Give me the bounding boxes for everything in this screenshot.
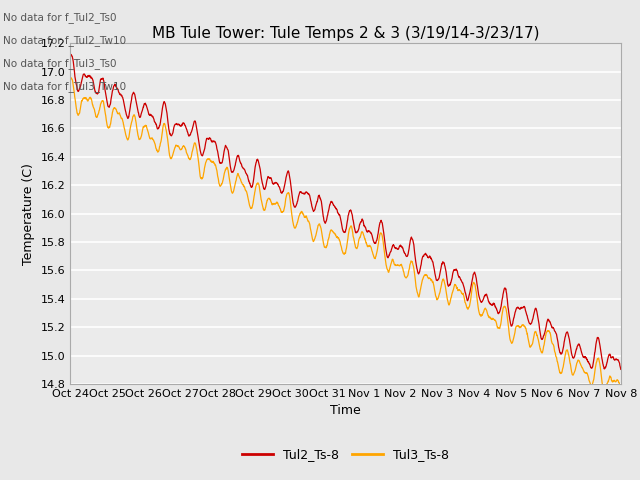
Y-axis label: Temperature (C): Temperature (C) xyxy=(22,163,35,264)
Text: No data for f_Tul3_Tw10: No data for f_Tul3_Tw10 xyxy=(3,81,126,92)
Text: No data for f_Tul2_Ts0: No data for f_Tul2_Ts0 xyxy=(3,12,116,23)
Text: No data for f_Tul2_Tw10: No data for f_Tul2_Tw10 xyxy=(3,35,126,46)
X-axis label: Time: Time xyxy=(330,405,361,418)
Text: No data for f_Tul3_Ts0: No data for f_Tul3_Ts0 xyxy=(3,58,116,69)
Legend: Tul2_Ts-8, Tul3_Ts-8: Tul2_Ts-8, Tul3_Ts-8 xyxy=(237,444,454,467)
Title: MB Tule Tower: Tule Temps 2 & 3 (3/19/14-3/23/17): MB Tule Tower: Tule Temps 2 & 3 (3/19/14… xyxy=(152,25,540,41)
